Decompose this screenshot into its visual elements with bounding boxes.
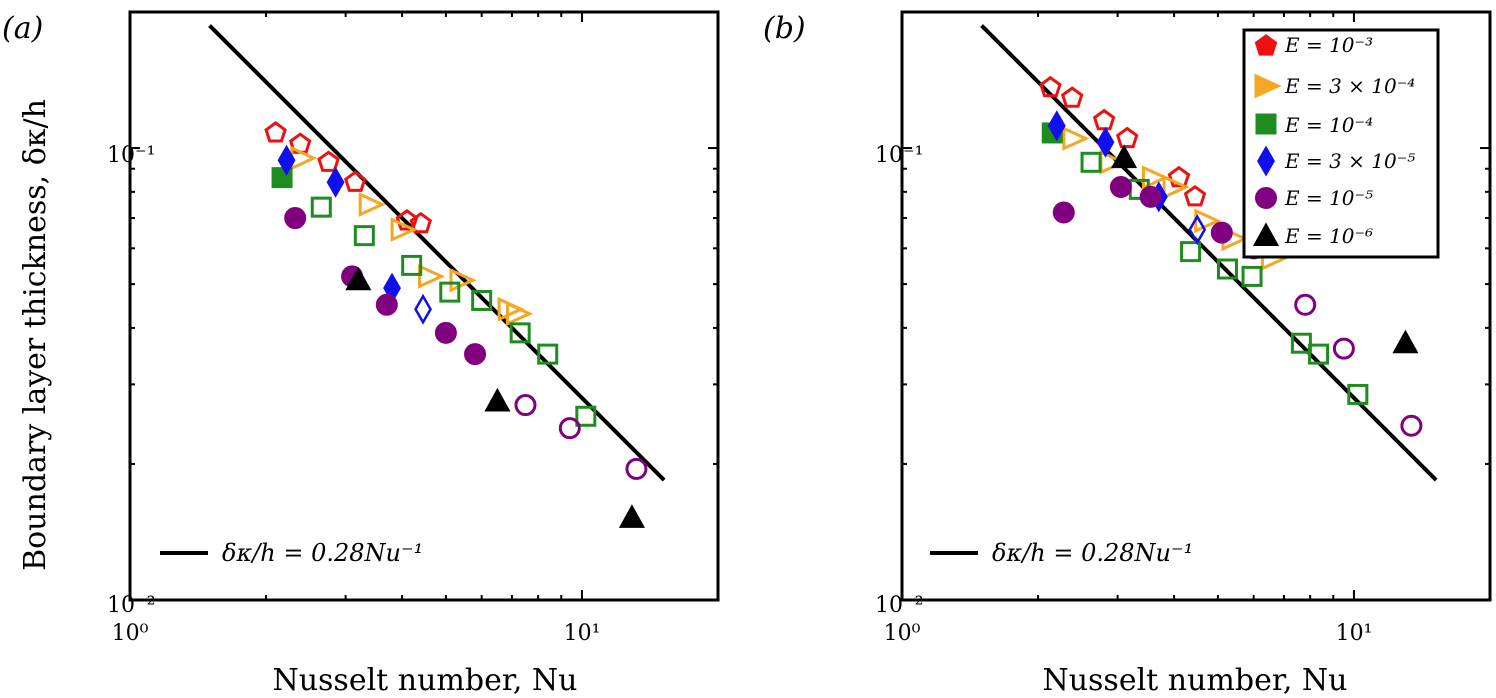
xtick-label-a-1e0: 10⁰ <box>112 621 149 646</box>
panel-label-a: (a) <box>2 11 43 46</box>
data-point-a-1e-3 <box>409 211 433 234</box>
legend-marker-3e-4 <box>1254 73 1282 99</box>
data-point-a-1e-3 <box>343 170 367 192</box>
marker-legend-box <box>1242 28 1440 259</box>
data-point-b-1e-3 <box>1183 184 1207 207</box>
xtick-label-b-1e1: 10¹ <box>1336 621 1373 646</box>
data-point-b-1e-5 <box>1109 176 1132 199</box>
data-point-a-3e-4 <box>358 192 386 217</box>
data-point-a-1e-5 <box>464 343 487 366</box>
data-point-a-1e-3 <box>317 150 340 172</box>
data-point-a-3e-4 <box>505 301 534 327</box>
data-point-a-1e-6 <box>345 266 372 291</box>
data-point-b-3e-4 <box>1062 126 1090 151</box>
x-axis-label-a: Nusselt number, Nu <box>272 663 577 698</box>
data-point-b-3e-5 <box>1047 110 1066 142</box>
legend-marker-1e-4 <box>1255 113 1277 135</box>
xtick-label-b-1e0: 10⁰ <box>884 621 921 646</box>
axes-frame-b <box>900 10 1492 602</box>
data-point-a-3e-4 <box>390 217 418 242</box>
data-point-b-1e-4 <box>1308 343 1330 365</box>
data-point-b-3e-4 <box>1162 174 1190 200</box>
data-point-a-3e-5 <box>414 293 432 325</box>
legend-label-3e-4: E = 3 × 10⁻⁴ <box>1284 74 1415 98</box>
legend-marker-3e-5 <box>1257 145 1275 177</box>
data-point-b-1e-3 <box>1092 108 1116 131</box>
legend-label-1e-3: E = 10⁻³ <box>1284 33 1373 57</box>
data-point-b-1e-4 <box>1216 258 1238 280</box>
data-point-b-1e-4 <box>1241 265 1263 287</box>
data-point-a-3e-5 <box>326 166 345 198</box>
data-point-a-1e-5 <box>284 207 307 230</box>
plot-area-a <box>128 10 720 602</box>
data-point-b-1e-3 <box>1115 126 1139 149</box>
data-point-a-1e-4 <box>353 225 375 247</box>
data-point-b-1e-4 <box>1080 151 1102 173</box>
data-point-a-1e-6 <box>618 504 645 528</box>
data-point-b-1e-5 <box>1332 337 1355 360</box>
legend-label-1e-4: E = 10⁻⁴ <box>1284 113 1373 137</box>
data-point-a-1e-5 <box>514 394 537 417</box>
x-axis-label-b: Nusselt number, Nu <box>1042 663 1347 698</box>
data-point-a-1e-4 <box>575 405 597 427</box>
data-point-b-1e-6 <box>1392 329 1419 354</box>
data-point-b-1e-4 <box>1347 383 1369 405</box>
data-point-b-1e-5 <box>1294 293 1317 316</box>
data-point-b-1e-4 <box>1290 332 1312 354</box>
y-axis-label: Boundary layer thickness, δκ/h <box>18 99 53 571</box>
panel-label-b: (b) <box>763 11 806 46</box>
data-point-a-1e-4 <box>310 196 332 218</box>
legend-marker-1e-5 <box>1255 187 1277 209</box>
data-point-a-1e-4 <box>471 289 493 311</box>
fit-line-a <box>208 24 666 482</box>
data-point-a-1e-4 <box>537 343 559 365</box>
data-point-b-1e-3 <box>1039 75 1062 98</box>
legend-marker-1e-6 <box>1252 222 1280 246</box>
xtick-label-a-1e1: 10¹ <box>564 621 601 646</box>
data-point-a-3e-5 <box>277 144 296 176</box>
data-point-a-3e-4 <box>418 264 446 289</box>
axes-frame-a <box>128 10 720 602</box>
data-point-a-1e-6 <box>484 387 511 412</box>
data-point-a-1e-5 <box>558 417 581 440</box>
ytick-label-b-1e-1: 10⁻¹ <box>875 143 923 168</box>
data-point-b-3e-5 <box>1188 214 1207 246</box>
data-point-a-1e-4 <box>439 281 461 303</box>
fit-legend-label-a: δκ/h = 0.28Nu⁻¹ <box>222 539 423 567</box>
data-point-b-1e-3 <box>1060 86 1084 108</box>
data-point-a-1e-4 <box>509 322 531 344</box>
data-point-b-1e-6 <box>1111 144 1138 169</box>
data-point-b-3e-4 <box>1141 165 1170 190</box>
fit-legend-label-b: δκ/h = 0.28Nu⁻¹ <box>992 539 1193 567</box>
data-point-b-3e-5 <box>1096 126 1115 158</box>
data-point-a-1e-5 <box>434 321 457 344</box>
data-point-a-1e-4 <box>401 254 423 276</box>
data-point-a-1e-5 <box>625 457 648 480</box>
data-point-a-1e-3 <box>264 121 287 143</box>
legend-label-3e-5: E = 3 × 10⁻⁵ <box>1284 149 1415 173</box>
legend-label-1e-5: E = 10⁻⁵ <box>1284 186 1373 210</box>
data-point-b-1e-5 <box>1210 221 1233 244</box>
data-point-b-1e-5 <box>1052 201 1075 224</box>
data-point-a-1e-5 <box>375 293 398 316</box>
data-point-b-1e-5 <box>1139 185 1162 208</box>
legend-marker-1e-3 <box>1254 34 1278 56</box>
marker-legend <box>1252 34 1282 246</box>
data-point-a-3e-4 <box>449 267 477 293</box>
data-point-b-1e-3 <box>1167 165 1191 188</box>
ytick-label-b-1e-2: 10⁻² <box>875 593 923 618</box>
legend-label-1e-6: E = 10⁻⁶ <box>1284 224 1373 248</box>
data-point-b-1e-4 <box>1180 241 1202 263</box>
data-point-b-1e-5 <box>1400 414 1423 437</box>
